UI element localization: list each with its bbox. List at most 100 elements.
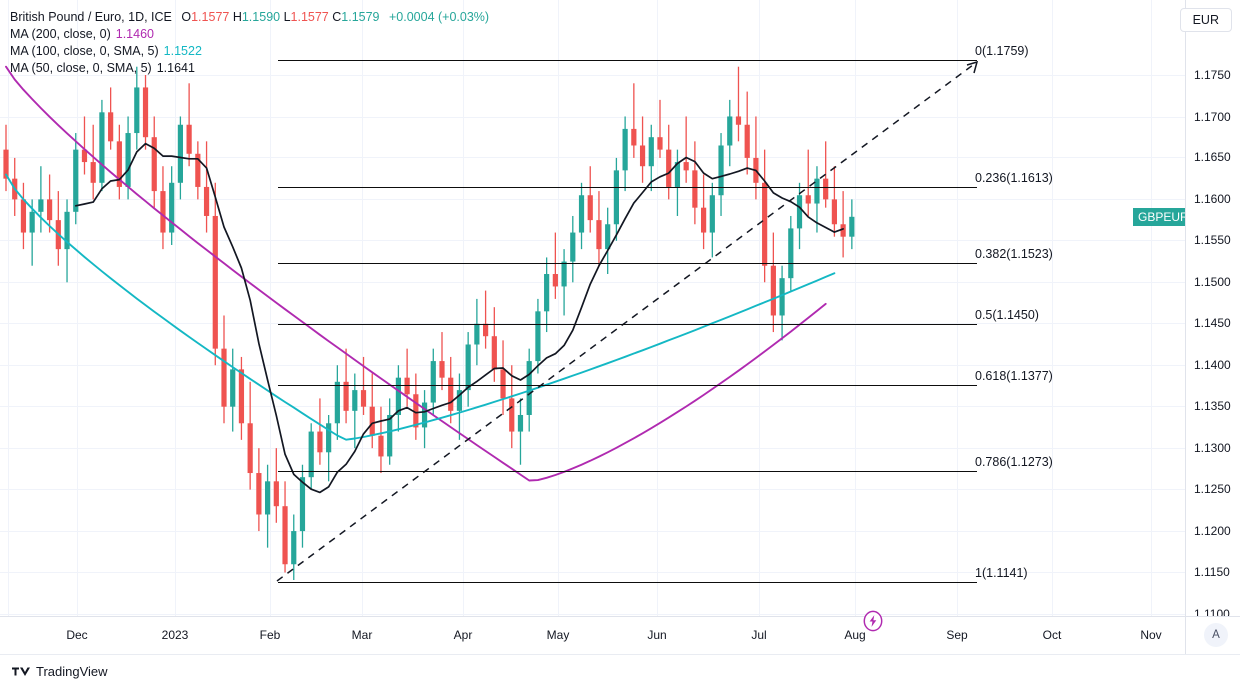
price-series-svg bbox=[3, 60, 979, 582]
time-axis-tick: Aug bbox=[844, 628, 866, 642]
indicator-ma200-row[interactable]: MA (200, close, 0) 1.1460 bbox=[10, 26, 489, 43]
candle-body bbox=[3, 149, 9, 179]
candle-body bbox=[631, 128, 637, 146]
open-key: O bbox=[181, 10, 192, 24]
gridline-horizontal bbox=[0, 489, 1185, 490]
candle-body bbox=[38, 199, 44, 212]
price-axis-tick: 1.1550 bbox=[1194, 233, 1231, 247]
candle-body bbox=[395, 377, 401, 415]
fib-level-line[interactable] bbox=[278, 263, 977, 264]
gridline-vertical bbox=[362, 0, 363, 616]
price-badge-symbol: GBPEUR bbox=[1133, 207, 1185, 226]
chart-plot-area[interactable]: 0(1.1759) 0.236(1.1613) 0.382(1.1523) 0.5(1… bbox=[0, 0, 1185, 616]
indicator-ma50-row[interactable]: MA (50, close, 0, SMA, 5) 1.1641 bbox=[10, 60, 489, 77]
candle-body bbox=[709, 195, 715, 233]
candle-body bbox=[483, 323, 489, 337]
candle-body bbox=[134, 87, 140, 134]
high-value: 1.1590 bbox=[241, 10, 281, 24]
fib-level-line[interactable] bbox=[278, 324, 977, 325]
candle-body bbox=[90, 162, 96, 183]
indicator-ma200-label: MA (200, close, 0) bbox=[10, 27, 111, 41]
candle-body bbox=[788, 228, 794, 279]
candle-body bbox=[578, 195, 585, 233]
price-axis[interactable]: 1.1750 1.1700 1.1650 1.1600 1.1550 1.1500 1.14… bbox=[1185, 0, 1240, 621]
gridline-vertical bbox=[957, 0, 958, 616]
fib-level-label: 0.618(1.1377) bbox=[975, 369, 1053, 383]
candle-body bbox=[552, 274, 558, 287]
gridline-horizontal bbox=[0, 365, 1185, 366]
fib-level-line[interactable] bbox=[278, 385, 977, 386]
fib-level-label: 0.236(1.1613) bbox=[975, 171, 1053, 185]
candle-body bbox=[64, 211, 70, 250]
candle-body bbox=[544, 274, 550, 312]
price-axis-tick: 1.1750 bbox=[1194, 68, 1231, 82]
candle-body bbox=[326, 423, 332, 453]
indicator-ma100-value: 1.1522 bbox=[163, 44, 202, 58]
candle-body bbox=[491, 336, 497, 370]
gridline-vertical bbox=[657, 0, 658, 616]
candle-body bbox=[299, 477, 306, 532]
time-axis[interactable]: A Dec 2023 Feb Mar Apr May Jun Jul Aug Sep Oct Nov bbox=[0, 616, 1240, 655]
symbol-title[interactable]: British Pound / Euro, 1D, ICE bbox=[10, 10, 172, 24]
currency-button[interactable]: EUR bbox=[1179, 8, 1232, 32]
candle-body bbox=[814, 178, 820, 204]
gridline-horizontal bbox=[0, 157, 1185, 158]
candle-body bbox=[587, 195, 593, 221]
gridline-vertical bbox=[270, 0, 271, 616]
candle-body bbox=[125, 133, 131, 187]
candle-body bbox=[387, 414, 393, 457]
candle-body bbox=[840, 224, 846, 237]
indicator-ma200-value: 1.1460 bbox=[115, 27, 154, 41]
candle-body bbox=[212, 215, 218, 349]
candle-body bbox=[622, 128, 628, 171]
candle-body bbox=[360, 390, 367, 407]
time-axis-tick: Sep bbox=[946, 628, 968, 642]
candle-body bbox=[474, 323, 480, 345]
time-axis-tick: Nov bbox=[1140, 628, 1162, 642]
trendline[interactable] bbox=[276, 61, 978, 582]
auto-scale-button[interactable]: A bbox=[1204, 623, 1228, 647]
price-axis-tick: 1.1700 bbox=[1194, 110, 1231, 124]
axis-separator bbox=[1185, 616, 1186, 654]
fib-level-label: 0.5(1.1450) bbox=[975, 308, 1039, 322]
price-axis-tick: 1.1300 bbox=[1194, 441, 1231, 455]
price-axis-tick: 1.1250 bbox=[1194, 482, 1231, 496]
candle-body bbox=[265, 481, 271, 515]
candle-body bbox=[570, 232, 576, 262]
gridline-vertical bbox=[558, 0, 559, 616]
candle-body bbox=[238, 369, 245, 424]
gridline-horizontal bbox=[0, 282, 1185, 283]
candle-body bbox=[674, 162, 681, 187]
candle-body bbox=[230, 369, 236, 407]
candle-body bbox=[718, 145, 724, 196]
candle-body bbox=[683, 162, 689, 171]
indicator-ma100-row[interactable]: MA (100, close, 0, SMA, 5) 1.1522 bbox=[10, 43, 489, 60]
candle-body bbox=[701, 207, 707, 233]
gridline-vertical bbox=[175, 0, 176, 616]
gridline-vertical bbox=[463, 0, 464, 616]
candle-body bbox=[448, 377, 454, 411]
open-value: 1.1577 bbox=[191, 10, 230, 24]
candle-body bbox=[561, 261, 567, 287]
candle-body bbox=[73, 149, 79, 212]
current-price-badge: GBPEUR 1.1579 bbox=[1133, 207, 1185, 226]
candle-body bbox=[666, 149, 672, 187]
candle-body bbox=[657, 137, 663, 150]
symbol-ohlc-row[interactable]: British Pound / Euro, 1D, ICE O1.1577 H1… bbox=[10, 9, 489, 26]
gridline-horizontal bbox=[0, 614, 1185, 615]
gridline-horizontal bbox=[0, 323, 1185, 324]
tradingview-logo[interactable]: TradingView bbox=[12, 664, 108, 679]
fib-level-line[interactable] bbox=[278, 582, 977, 583]
candle-body bbox=[517, 414, 524, 432]
fib-level-line[interactable] bbox=[278, 471, 977, 472]
gridline-horizontal bbox=[0, 572, 1185, 573]
low-value: 1.1577 bbox=[290, 10, 329, 24]
fib-level-line[interactable] bbox=[278, 60, 977, 61]
fib-level-line[interactable] bbox=[278, 187, 977, 188]
lightning-bolt-icon[interactable] bbox=[862, 610, 884, 632]
tradingview-brand-label: TradingView bbox=[36, 664, 108, 679]
chart-legend: British Pound / Euro, 1D, ICE O1.1577 H1… bbox=[10, 9, 489, 77]
candle-body bbox=[439, 361, 445, 378]
indicator-ma50-value: 1.1641 bbox=[156, 61, 195, 75]
